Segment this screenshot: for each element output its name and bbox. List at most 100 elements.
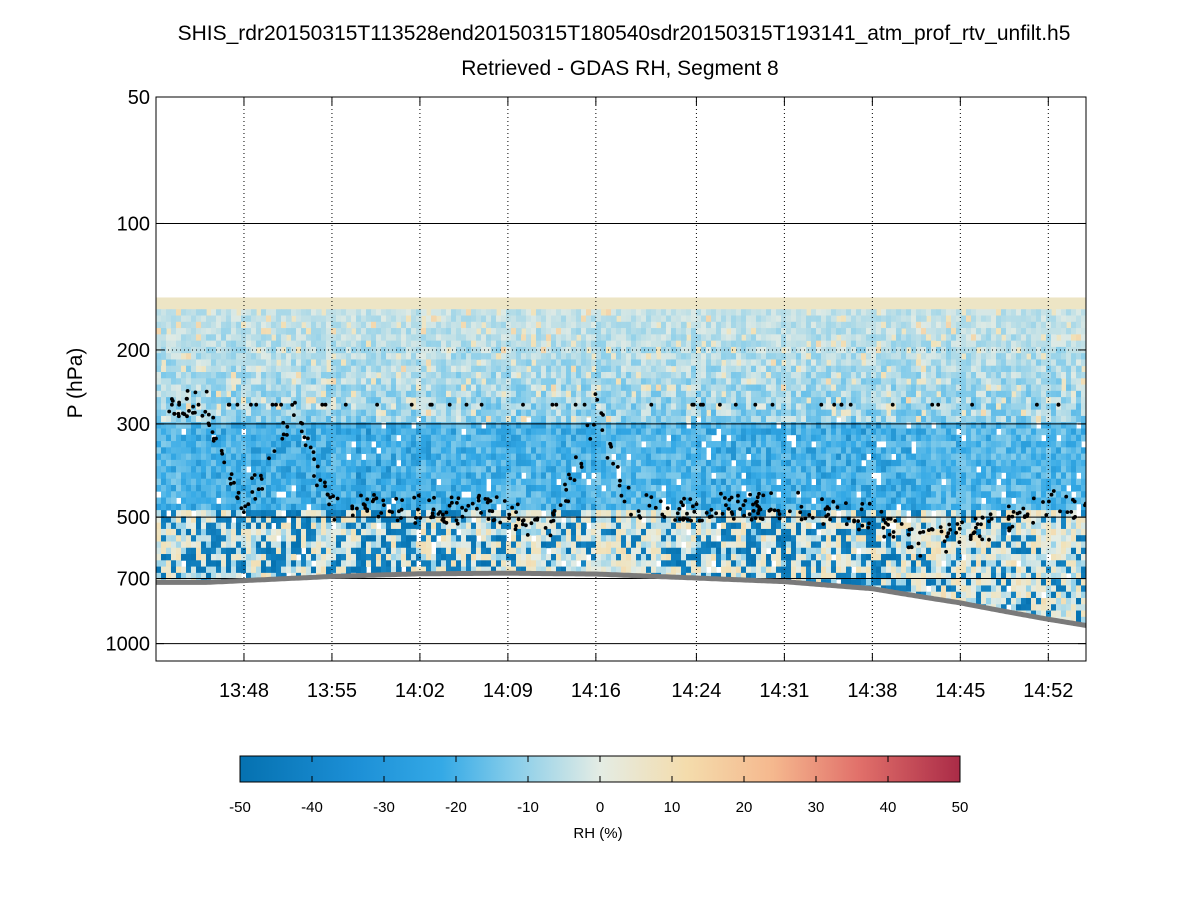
field-cell <box>201 346 207 354</box>
field-cell <box>476 560 482 567</box>
field-cell <box>291 428 297 436</box>
field-cell <box>346 522 352 530</box>
field-cell <box>586 510 592 517</box>
field-cell <box>296 522 302 530</box>
field-cell <box>746 560 752 567</box>
field-cell <box>556 372 562 379</box>
field-cell <box>546 554 552 561</box>
field-cell <box>281 466 287 473</box>
field-cell <box>491 472 497 480</box>
field-cell <box>651 466 657 473</box>
field-cell <box>606 566 612 574</box>
field-cell <box>301 554 307 561</box>
field-cell <box>686 535 692 542</box>
field-cell <box>731 340 737 348</box>
field-cell <box>421 497 427 505</box>
field-cell <box>566 547 572 555</box>
field-cell <box>461 353 467 360</box>
field-cell <box>236 516 242 524</box>
field-cell <box>221 491 227 498</box>
field-cell <box>421 522 427 530</box>
field-cell <box>331 472 337 480</box>
field-cell <box>621 372 627 379</box>
field-cell <box>466 478 472 486</box>
field-cell <box>741 346 747 354</box>
field-cell <box>626 466 632 473</box>
field-cell <box>641 353 647 360</box>
field-cell <box>426 522 432 530</box>
field-cell <box>706 390 712 398</box>
field-cell <box>216 472 222 480</box>
field-cell <box>156 560 162 567</box>
field-cell <box>416 353 422 360</box>
field-cell <box>571 447 577 455</box>
field-cell <box>321 522 327 530</box>
field-cell <box>341 415 347 423</box>
field-cell <box>156 554 162 561</box>
field-cell <box>361 535 367 542</box>
field-cell <box>446 459 452 467</box>
field-cell <box>511 484 517 492</box>
field-cell <box>411 378 417 385</box>
field-cell <box>366 309 372 316</box>
field-cell <box>546 522 552 530</box>
field-cell <box>536 472 542 480</box>
field-cell <box>746 497 752 505</box>
field-cell <box>181 528 187 536</box>
field-cell <box>241 491 247 498</box>
field-cell <box>421 478 427 486</box>
field-cell <box>606 560 612 567</box>
field-cell <box>481 459 487 467</box>
field-cell <box>726 472 732 480</box>
field-cell <box>231 309 237 316</box>
field-cell <box>171 353 177 360</box>
field-cell <box>671 346 677 354</box>
field-cell <box>216 372 222 379</box>
field-cell <box>531 403 537 411</box>
field-cell <box>681 340 687 348</box>
field-cell <box>276 459 282 467</box>
field-cell <box>171 365 177 373</box>
field-cell <box>206 415 212 423</box>
field-cell <box>321 428 327 436</box>
field-cell <box>656 378 662 385</box>
field-cell <box>586 309 592 316</box>
field-cell <box>236 541 242 549</box>
field-cell <box>331 321 337 329</box>
field-cell <box>691 459 697 467</box>
field-cell <box>376 384 382 392</box>
field-cell <box>461 566 467 574</box>
field-cell <box>586 353 592 360</box>
field-cell <box>231 328 237 335</box>
field-cell <box>741 315 747 323</box>
field-cell <box>341 390 347 398</box>
field-cell <box>716 572 722 580</box>
field-cell <box>651 422 657 429</box>
field-cell <box>681 472 687 480</box>
field-cell <box>211 447 217 455</box>
field-cell <box>551 340 557 348</box>
field-cell <box>456 503 462 511</box>
field-cell <box>341 560 347 567</box>
field-cell <box>741 466 747 473</box>
field-cell <box>161 415 167 423</box>
field-cell <box>571 484 577 492</box>
field-cell <box>261 447 267 455</box>
field-cell <box>331 497 337 505</box>
field-cell <box>511 359 517 367</box>
field-cell <box>671 453 677 461</box>
field-cell <box>721 503 727 511</box>
field-cell <box>571 397 577 404</box>
field-cell <box>731 478 737 486</box>
field-cell <box>671 340 677 348</box>
field-cell <box>651 372 657 379</box>
field-cell <box>216 516 222 524</box>
field-cell <box>186 384 192 392</box>
field-cell <box>326 528 332 536</box>
field-cell <box>571 566 577 574</box>
field-cell <box>416 409 422 417</box>
field-cell <box>381 365 387 373</box>
field-cell <box>681 309 687 316</box>
field-cell <box>506 428 512 436</box>
field-cell <box>616 346 622 354</box>
